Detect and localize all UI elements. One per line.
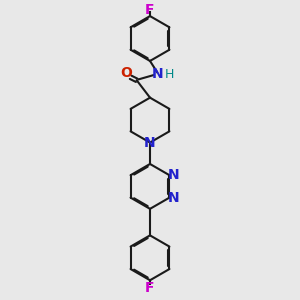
Text: N: N [168,168,179,182]
Text: N: N [144,136,156,150]
Text: O: O [121,66,133,80]
Text: N: N [151,67,163,81]
Text: F: F [145,281,155,296]
Text: H: H [165,68,174,81]
Text: F: F [145,3,155,17]
Text: N: N [168,190,179,205]
